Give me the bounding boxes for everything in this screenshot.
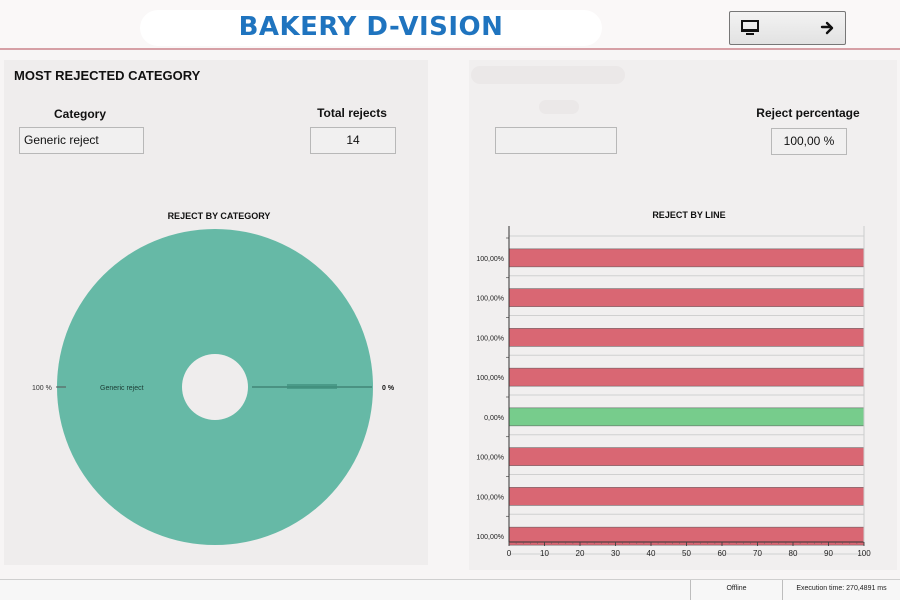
- total-rejects-field: 14: [310, 127, 396, 154]
- bar-4[interactable]: [508, 367, 865, 387]
- reject-percentage-panel: Reject percentage 100,00 % REJECT BY LIN…: [469, 60, 897, 570]
- category-field: Generic reject: [19, 127, 144, 154]
- pie-hole: [182, 354, 248, 420]
- category-label: Category: [53, 107, 106, 121]
- bar-3[interactable]: [508, 328, 865, 347]
- bar-7[interactable]: [508, 487, 865, 506]
- bar-category-label: 100,00%: [476, 335, 504, 342]
- switch-view-button[interactable]: [729, 11, 846, 45]
- bar-category-label: 0,00%: [484, 415, 504, 422]
- status-bar: Offline Execution time: 270,4891 ms: [0, 579, 900, 600]
- x-tick-label: 0: [507, 549, 512, 558]
- monitor-icon: [741, 20, 759, 35]
- pie-slice-label-main: Generic reject: [100, 385, 144, 392]
- most-rejected-panel: MOST REJECTED CATEGORY Category Generic …: [4, 60, 428, 565]
- app-header: BAKERY D-VISION: [0, 0, 900, 50]
- bar-category-label: 100,00%: [476, 375, 504, 382]
- x-tick-label: 100: [857, 549, 871, 558]
- bar-5[interactable]: [508, 407, 865, 427]
- bar-chart-title: REJECT BY LINE: [652, 210, 726, 220]
- x-tick-label: 60: [718, 549, 727, 558]
- title-background: [140, 10, 602, 46]
- arrow-right-icon: [820, 21, 834, 35]
- bar-1[interactable]: [508, 248, 865, 268]
- reject-by-category-chart: 100 % Generic reject 0 %: [32, 229, 395, 545]
- x-tick-label: 40: [647, 549, 656, 558]
- pie-percent-label-main: 100 %: [32, 385, 52, 392]
- pie-overlap-labels: [287, 384, 337, 389]
- blank-field: [495, 127, 617, 154]
- execution-time: Execution time: 270,4891 ms: [782, 580, 900, 600]
- x-tick-label: 80: [789, 549, 798, 558]
- total-rejects-label: Total rejects: [317, 106, 387, 120]
- x-tick-label: 30: [611, 549, 620, 558]
- x-tick-label: 50: [682, 549, 691, 558]
- section-title: MOST REJECTED CATEGORY: [14, 68, 201, 83]
- x-tick-label: 20: [576, 549, 585, 558]
- bar-category-label: 100,00%: [476, 494, 504, 501]
- x-tick-label: 70: [753, 549, 762, 558]
- connection-status: Offline: [690, 580, 782, 600]
- app-title: BAKERY D-VISION: [238, 12, 504, 42]
- bar-6[interactable]: [508, 447, 865, 466]
- reject-by-line-chart: 100,00% 100,00% 100,00% 100,00% 0,00% 100,00%…: [476, 226, 871, 558]
- blank-section-title: [471, 66, 625, 84]
- bar-2[interactable]: [508, 288, 865, 307]
- reject-percentage-field: 100,00 %: [771, 128, 847, 155]
- x-tick-label: 90: [824, 549, 833, 558]
- reject-percentage-label: Reject percentage: [756, 106, 860, 120]
- pie-chart-title: REJECT BY CATEGORY: [167, 211, 271, 221]
- blank-label: [539, 100, 579, 114]
- bar-category-label: 100,00%: [476, 296, 504, 303]
- bar-category-label: 100,00%: [476, 534, 504, 541]
- bar-category-label: 100,00%: [476, 256, 504, 263]
- pie-percent-label-zero: 0 %: [382, 385, 395, 392]
- bar-category-label: 100,00%: [476, 455, 504, 462]
- x-tick-label: 10: [540, 549, 549, 558]
